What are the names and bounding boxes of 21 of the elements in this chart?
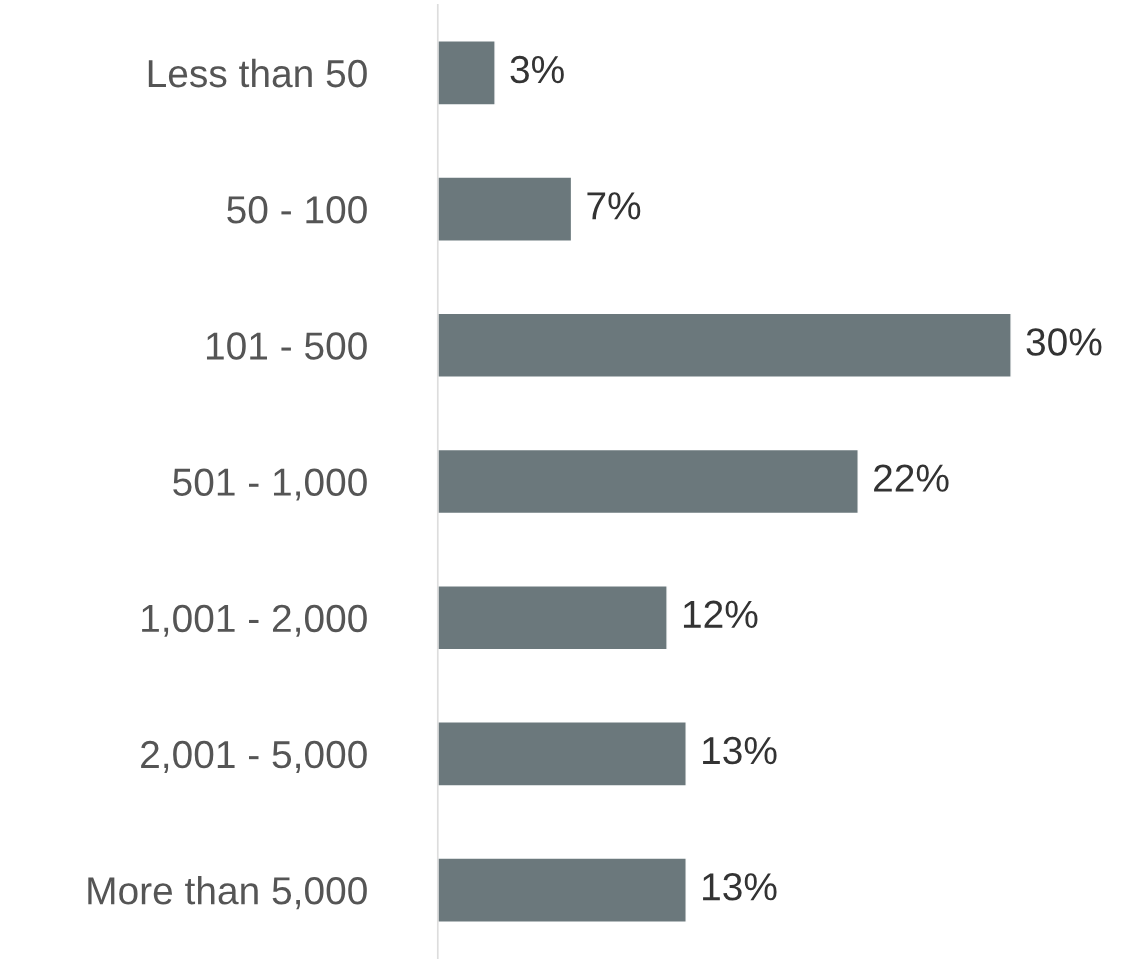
data-label: 30% <box>1026 328 1102 356</box>
bar <box>437 40 496 106</box>
data-label: 7% <box>587 192 641 220</box>
y-tick-label: Less than 50 <box>148 58 367 88</box>
y-tick-label: 50 - 100 <box>227 196 367 224</box>
y-tick-label: 1,001 - 2,000 <box>142 604 367 637</box>
y-tick-label: 101 - 500 <box>206 332 367 360</box>
data-label: 13% <box>703 736 777 765</box>
data-label: 13% <box>703 872 777 901</box>
bar <box>437 176 573 242</box>
bar <box>437 721 687 787</box>
bar <box>437 857 687 923</box>
data-label: 3% <box>510 55 564 84</box>
data-label: 22% <box>874 464 949 492</box>
bar <box>437 448 859 515</box>
y-tick-label: More than 5,000 <box>88 876 367 910</box>
bar <box>437 584 668 651</box>
y-tick-label: 2,001 - 5,000 <box>141 740 367 773</box>
y-tick-label: 501 - 1,000 <box>173 468 367 501</box>
bar <box>437 312 1012 379</box>
data-label: 12% <box>683 600 758 628</box>
